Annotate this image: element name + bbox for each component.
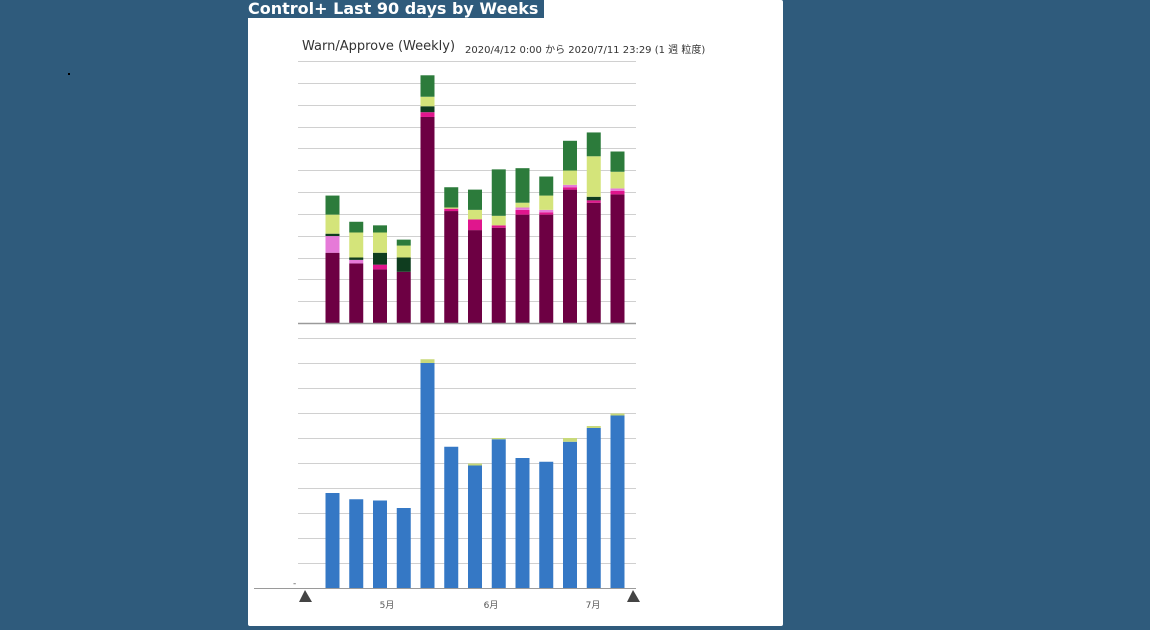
bar-segment-lower[interactable] (563, 441, 577, 588)
bar-segment-lower[interactable] (349, 499, 364, 588)
bar-segment-upper[interactable] (420, 75, 435, 97)
bar-segment-upper[interactable] (610, 194, 625, 323)
upper-grid (298, 61, 636, 302)
bar-segment-lower[interactable] (420, 359, 435, 363)
bar-segment-lower[interactable] (563, 438, 577, 442)
page-title: Control+ Last 90 days by Weeks (246, 0, 545, 18)
chart-subtitle: 2020/4/12 0:00 から 2020/7/11 23:29 (1 週 粒… (465, 45, 706, 56)
bar-segment-upper[interactable] (468, 230, 482, 323)
bar-segment-lower[interactable] (515, 458, 530, 588)
bar-segment-lower[interactable] (610, 415, 625, 589)
bar-segment-upper[interactable] (539, 214, 554, 323)
bar-segment-lower[interactable] (373, 500, 387, 589)
bar-segment-upper[interactable] (563, 187, 577, 190)
axis-dash: - (293, 579, 296, 589)
bar-segment-upper[interactable] (396, 245, 411, 258)
bar-segment-upper[interactable] (610, 171, 625, 189)
bar-segment-upper[interactable] (539, 209, 554, 213)
bar-segment-upper[interactable] (444, 207, 459, 209)
bar-segment-upper[interactable] (539, 176, 554, 196)
bar-segment-upper[interactable] (610, 188, 625, 191)
bar-segment-lower[interactable] (325, 493, 340, 588)
bar-segment-upper[interactable] (610, 151, 625, 172)
bar-segment-upper[interactable] (468, 219, 482, 231)
bar-segment-upper[interactable] (373, 232, 387, 253)
bar-segment-upper[interactable] (420, 116, 435, 323)
bar-segment-upper[interactable] (420, 106, 435, 113)
bar-segment-upper[interactable] (515, 209, 530, 215)
bar-segment-upper[interactable] (515, 214, 530, 323)
lower-grid (298, 338, 636, 564)
bar-segment-upper[interactable] (491, 225, 506, 228)
bar-segment-upper[interactable] (563, 170, 577, 185)
bar-segment-upper[interactable] (610, 190, 625, 195)
bar-segment-upper[interactable] (325, 236, 340, 253)
x-tick-label: 6月 (484, 600, 499, 611)
bar-segment-upper[interactable] (586, 202, 601, 323)
bar-segment-upper[interactable] (563, 184, 577, 188)
bar-segment-upper[interactable] (539, 195, 554, 210)
bar-segment-upper[interactable] (349, 259, 364, 264)
bar-segment-upper[interactable] (325, 195, 340, 215)
bar-segment-lower[interactable] (586, 426, 601, 428)
bar-segment-upper[interactable] (349, 232, 364, 258)
x-tick-label: 5月 (380, 600, 395, 611)
bar-segment-upper[interactable] (396, 239, 411, 246)
bar-segment-lower[interactable] (468, 463, 482, 466)
bar-segment-lower[interactable] (491, 438, 506, 440)
x-axis-ticks: 5月 6月 7月 (380, 600, 601, 611)
stray-dot (68, 73, 70, 75)
bar-segment-upper[interactable] (491, 169, 506, 216)
bar-segment-upper[interactable] (325, 233, 340, 237)
bar-segment-upper[interactable] (325, 214, 340, 234)
bar-segment-upper[interactable] (515, 202, 530, 208)
bar-segment-lower[interactable] (610, 413, 625, 416)
range-handle-right-icon[interactable] (627, 590, 640, 602)
bar-segment-upper[interactable] (373, 225, 387, 233)
bar-segment-upper[interactable] (444, 211, 459, 323)
bar-segment-upper[interactable] (586, 200, 601, 203)
bar-segment-lower[interactable] (491, 439, 506, 588)
bar-segment-lower[interactable] (539, 461, 554, 588)
lower-bars (325, 359, 625, 589)
bar-segment-upper[interactable] (491, 227, 506, 323)
bar-segment-upper[interactable] (468, 209, 482, 220)
bar-segment-upper[interactable] (373, 264, 387, 270)
bar-segment-upper[interactable] (563, 140, 577, 171)
bar-segment-upper[interactable] (515, 168, 530, 203)
bar-segment-upper[interactable] (396, 257, 411, 272)
bar-segment-upper[interactable] (444, 208, 459, 212)
bar-segment-upper[interactable] (491, 215, 506, 226)
bar-segment-lower[interactable] (396, 508, 411, 588)
chart-svg[interactable]: - 5月 6月 7月 (248, 0, 783, 630)
bar-segment-upper[interactable] (586, 196, 601, 201)
bar-segment-upper[interactable] (325, 252, 340, 323)
bar-segment-upper[interactable] (468, 189, 482, 210)
bar-segment-lower[interactable] (468, 465, 482, 589)
bar-segment-upper[interactable] (420, 112, 435, 117)
bar-segment-upper[interactable] (586, 132, 601, 157)
bar-segment-lower[interactable] (586, 428, 601, 588)
bar-segment-lower[interactable] (444, 446, 459, 588)
bar-segment-upper[interactable] (349, 263, 364, 323)
range-handle-left-icon[interactable] (299, 590, 312, 602)
chart-title: Warn/Approve (Weekly) (302, 39, 456, 54)
bar-segment-upper[interactable] (586, 156, 601, 197)
bar-segment-upper[interactable] (563, 189, 577, 323)
bar-segment-upper[interactable] (373, 269, 387, 323)
bar-segment-upper[interactable] (420, 96, 435, 107)
bar-segment-upper[interactable] (539, 212, 554, 215)
bar-segment-upper[interactable] (444, 187, 459, 208)
bar-segment-upper[interactable] (373, 252, 387, 265)
x-tick-label: 7月 (586, 600, 601, 611)
bar-segment-upper[interactable] (396, 271, 411, 323)
bar-segment-upper[interactable] (515, 207, 530, 210)
upper-bars (325, 75, 625, 323)
bar-segment-upper[interactable] (349, 221, 364, 233)
bar-segment-upper[interactable] (349, 257, 364, 260)
bar-segment-lower[interactable] (420, 363, 435, 588)
